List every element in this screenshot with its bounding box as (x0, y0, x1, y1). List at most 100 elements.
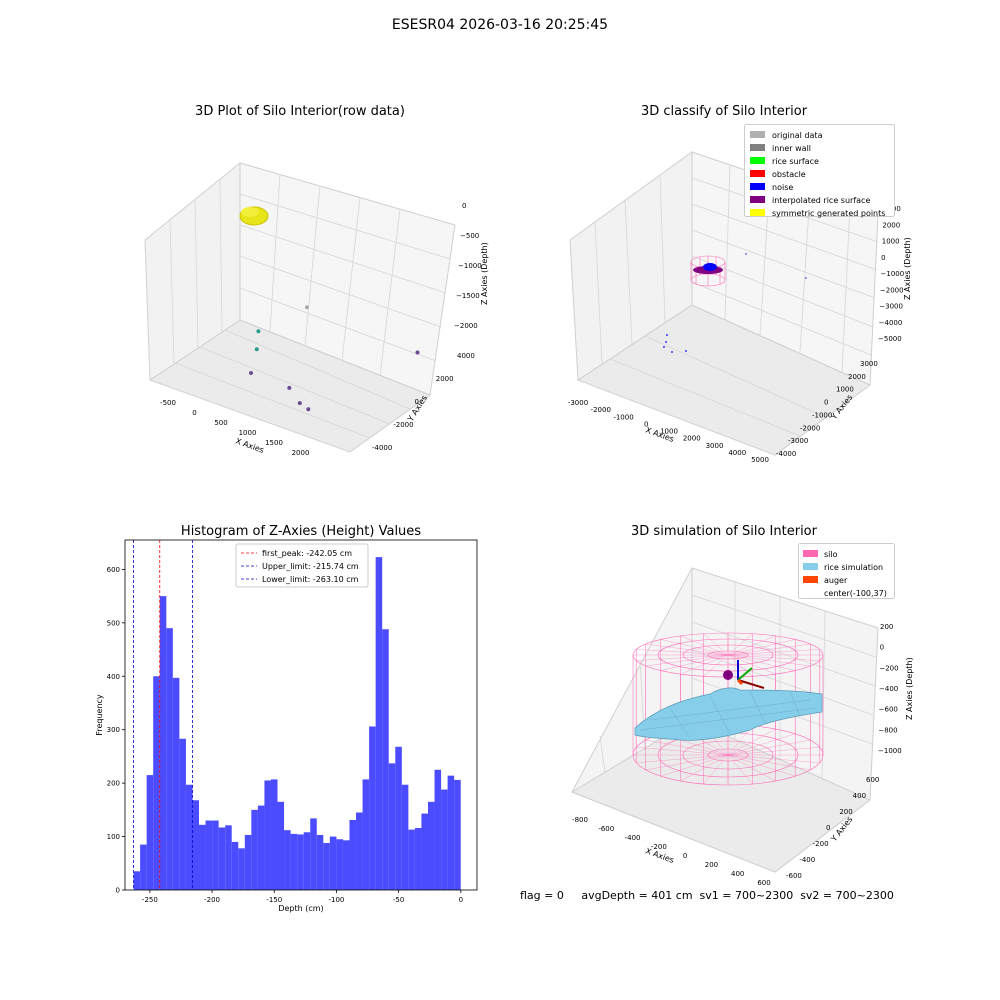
y-tick-label: 2000 (848, 373, 866, 381)
histogram-bar (369, 726, 376, 890)
histogram-bar (336, 839, 343, 890)
x-tick-label: -200 (651, 843, 667, 851)
z-axis-label: Z Axies (Depth) (480, 242, 489, 305)
right-pane (239, 162, 456, 396)
x-tick-label: -200 (204, 896, 220, 904)
histogram-title: Histogram of Z-Axies (Height) Values (180, 524, 422, 539)
z-tick-label: 2000 (882, 221, 900, 229)
histogram-bar (401, 784, 409, 890)
y-tick-label: 200 (107, 780, 120, 788)
legend-swatch (803, 576, 818, 583)
histogram-bar (153, 676, 160, 890)
legend-swatch (803, 563, 818, 570)
auger-marker (723, 660, 765, 689)
x-tick-label: 0 (644, 420, 648, 428)
histogram-bar (297, 834, 304, 890)
raw-point (415, 350, 420, 355)
z-tick-label: −4000 (879, 319, 903, 327)
legend-swatch (750, 183, 765, 190)
histogram-bar (212, 820, 219, 890)
histogram-bar (244, 834, 252, 890)
z-tick-label: 200 (880, 623, 893, 631)
histogram-bar (199, 824, 206, 890)
legend-swatch (803, 550, 818, 557)
z-tick-label: −2000 (454, 322, 478, 330)
z-tick-labels: 200 0 −200 −400 −600 −800 −1000 (878, 623, 902, 755)
x-tick-label: -2000 (591, 406, 611, 414)
legend-swatch (750, 131, 765, 138)
x-tick-labels: -500 0 500 1000 1500 2000 2500 (160, 399, 336, 460)
z-tick-label: −1500 (456, 292, 480, 300)
legend-label: original data (772, 131, 823, 140)
x-tick-label: 1000 (239, 429, 257, 437)
simulation-legend: silo rice simulation auger center(-100,37) (798, 543, 895, 599)
x-tick-label: -50 (393, 896, 404, 904)
z-tick-label: −1000 (458, 262, 482, 270)
x-tick-label: 2500 (318, 459, 336, 460)
histogram-bar (270, 779, 278, 890)
legend-label: center(-100,37) (824, 589, 887, 598)
z-tick-label: −5000 (878, 335, 902, 343)
histogram-bar (218, 827, 226, 890)
raw-point (249, 371, 253, 375)
threshold-lines (133, 540, 193, 890)
y-tick-label: 0 (415, 398, 419, 406)
noise-points (663, 253, 807, 353)
histogram-bar (421, 813, 428, 890)
z-tick-label: −800 (878, 726, 897, 734)
x-tick-label: -800 (572, 816, 588, 824)
x-tick-label: 400 (731, 870, 744, 878)
raw-point (254, 347, 259, 352)
histogram-bar (329, 836, 337, 890)
y-tick-label: 400 (107, 673, 120, 681)
histogram-bars (133, 557, 461, 890)
raw-point (287, 385, 292, 390)
plot-frame (124, 539, 478, 891)
x-tick-label: 600 (757, 879, 770, 887)
histogram-bar (434, 769, 442, 890)
histogram-bar (133, 871, 141, 890)
x-tick-label: 2000 (292, 449, 310, 457)
x-tick-label: 1000 (660, 428, 678, 436)
raw-data-3d-plot: -500 0 500 1000 1500 2000 2500 -4000 -2000 0 2000… (144, 161, 489, 460)
x-tick-label: 3000 (706, 442, 724, 450)
histogram-bar (257, 805, 265, 890)
y-tick-labels: -4000 -3000 -2000 -1000 0 1000 2000 3000 (776, 360, 878, 458)
legend-label: rice simulation (824, 563, 883, 572)
y-tick-label: 0 (116, 887, 120, 895)
noise-cluster (703, 263, 717, 271)
panel1-title: 3D Plot of Silo Interior(row data) (195, 104, 405, 119)
x-tick-label: -1000 (613, 413, 633, 421)
z-tick-label: 0 (880, 644, 884, 652)
x-tick-label: 5000 (751, 456, 769, 464)
y-tick-label: 3000 (860, 360, 878, 368)
histogram-bar (238, 848, 245, 890)
y-tick-label: 4000 (457, 352, 475, 360)
z-tick-label: −600 (879, 706, 898, 714)
legend-label: Lower_limit: -263.10 cm (262, 575, 359, 584)
rice-simulation-surface (634, 687, 823, 741)
histogram-bar (205, 820, 213, 890)
histogram-bar (382, 629, 389, 890)
floor-pane (570, 719, 871, 873)
y-tick-label: 2000 (436, 375, 454, 383)
legend-swatch (750, 144, 765, 151)
z-axis-label: Z Axies (Depth) (903, 237, 912, 300)
x-axis-label: X Axies (234, 436, 265, 455)
x-tick-label: 200 (705, 861, 718, 869)
legend-label: silo (824, 550, 838, 559)
figure-suptitle: ESESR04 2026-03-16 20:25:45 (391, 17, 609, 33)
legend-swatch (750, 170, 765, 177)
x-tick-label: 1500 (265, 439, 283, 447)
x-tick-label: 500 (214, 419, 227, 427)
y-tick-label: 0 (824, 399, 828, 407)
histogram-bar (454, 779, 461, 890)
z-tick-label: −1000 (878, 747, 902, 755)
z-tick-label: −400 (879, 685, 898, 693)
histogram-legend: first_peak: -242.05 cm Upper_limit: -215.… (235, 543, 369, 588)
y-tick-label: -4000 (372, 444, 392, 452)
legend-label: interpolated rice surface (772, 196, 870, 205)
x-tick-label: 0 (683, 852, 687, 860)
